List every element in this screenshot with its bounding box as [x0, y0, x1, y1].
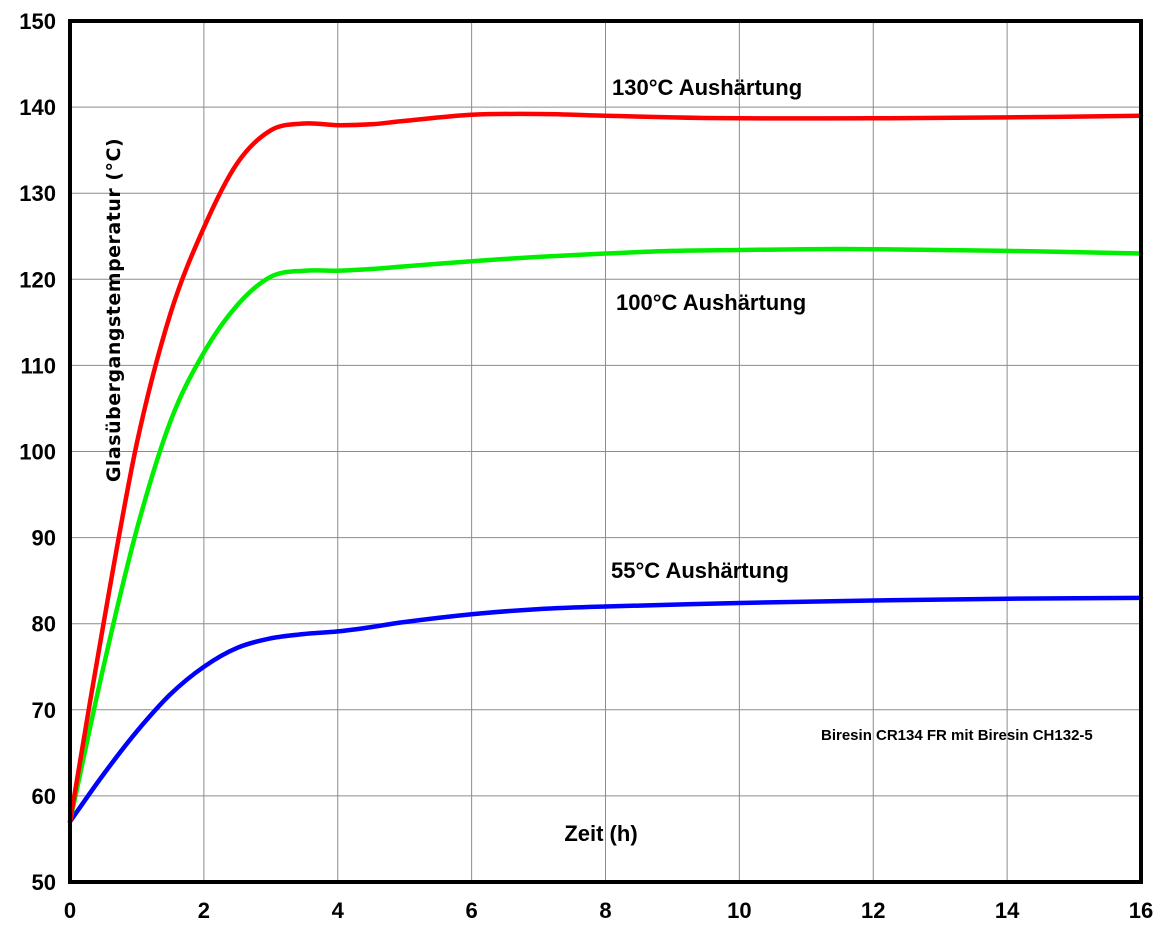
y-axis-title: Glasübergangstemperatur (°C): [103, 138, 125, 482]
grid-lines: [69, 20, 1142, 883]
series-line-100: [67, 246, 1144, 824]
x-tick-label: 6: [466, 898, 478, 923]
y-tick-label: 100: [19, 440, 56, 465]
y-tick-label: 80: [32, 612, 56, 637]
y-tick-label: 130: [19, 181, 56, 206]
y-tick-label: 150: [19, 9, 56, 34]
series-lines: [67, 111, 1144, 824]
series-label-55: 55°C Aushärtung: [611, 558, 789, 583]
x-tick-label: 14: [995, 898, 1020, 923]
y-tick-label: 90: [32, 526, 56, 551]
series-line-55: [67, 595, 1144, 824]
y-tick-label: 120: [19, 267, 56, 292]
plot-frame: [68, 19, 1143, 884]
series-line-130: [67, 111, 1144, 824]
y-tick-label: 60: [32, 784, 56, 809]
y-tick-label: 110: [21, 353, 57, 378]
x-tick-label: 10: [727, 898, 751, 923]
series-label-100: 100°C Aushärtung: [616, 290, 806, 315]
y-tick-labels: 50 60 70 80 90 100 110 120 130 140 150: [19, 9, 56, 895]
x-tick-label: 8: [599, 898, 611, 923]
y-tick-label: 70: [32, 698, 56, 723]
y-tick-label: 50: [32, 870, 56, 895]
x-tick-label: 16: [1129, 898, 1153, 923]
x-axis-title: Zeit (h): [564, 821, 637, 846]
x-tick-labels: 0 2 4 6 8 10 12 14 16: [64, 898, 1153, 923]
x-tick-label: 0: [64, 898, 76, 923]
chart-annotation: Biresin CR134 FR mit Biresin CH132-5: [821, 727, 1093, 744]
x-tick-label: 2: [198, 898, 210, 923]
y-tick-label: 140: [19, 95, 56, 120]
x-tick-label: 4: [332, 898, 345, 923]
x-tick-label: 12: [861, 898, 885, 923]
series-label-130: 130°C Aushärtung: [612, 75, 802, 100]
